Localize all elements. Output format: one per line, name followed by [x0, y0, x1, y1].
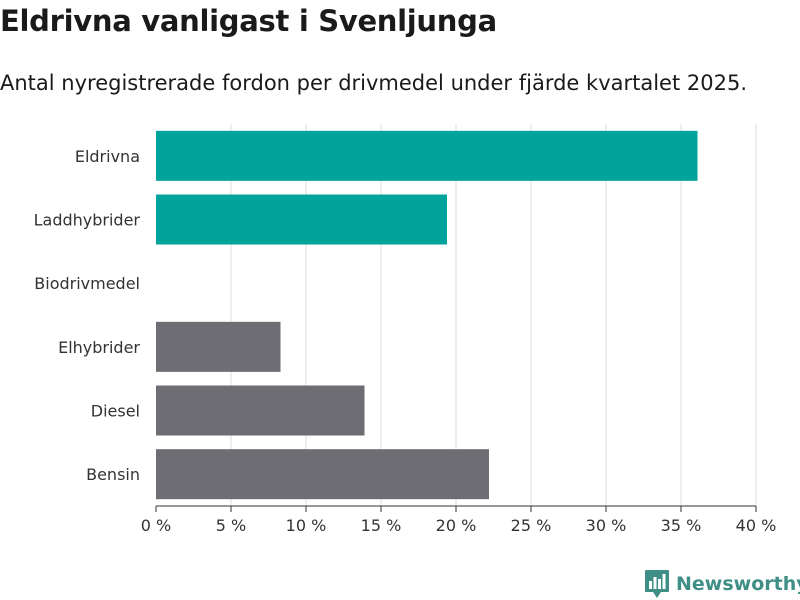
x-tick-label: 20 %	[436, 516, 477, 535]
x-tick-label: 0 %	[141, 516, 171, 535]
x-axis-ticks: 0 % 5 % 10 % 15 % 20 % 25 % 30 % 35 % 40 %	[141, 506, 777, 535]
bar-elhybrider	[156, 321, 281, 372]
x-tick-label: 30 %	[586, 516, 627, 535]
bars	[156, 130, 698, 500]
category-label: Bensin	[86, 465, 140, 484]
newsworthy-logo: Newsworthy	[644, 569, 800, 599]
x-tick-label: 5 %	[216, 516, 246, 535]
x-tick-label: 40 %	[736, 516, 777, 535]
category-label: Eldrivna	[75, 147, 140, 166]
bar-bensin	[156, 449, 489, 500]
x-tick-label: 10 %	[286, 516, 327, 535]
x-tick-label: 15 %	[361, 516, 402, 535]
bar-diesel	[156, 385, 365, 436]
bar-chart: Eldrivna Laddhybrider Biodrivmedel Elhybrid…	[34, 124, 777, 535]
bar-chart-speech-bubble-icon	[645, 570, 669, 598]
category-label: Laddhybrider	[34, 211, 141, 230]
chart-subtitle: Antal nyregistrerade fordon per drivmede…	[0, 71, 748, 95]
chart-title: Eldrivna vanligast i Svenljunga	[0, 4, 497, 38]
grid-lines	[230, 124, 757, 506]
bar-eldrivna	[156, 130, 698, 181]
x-tick-label: 35 %	[661, 516, 702, 535]
category-labels: Eldrivna Laddhybrider Biodrivmedel Elhybrid…	[34, 147, 141, 484]
x-tick-label: 25 %	[511, 516, 552, 535]
brand-name: Newsworthy	[676, 573, 800, 595]
category-label: Elhybrider	[58, 338, 140, 357]
category-label: Diesel	[91, 402, 140, 421]
bar-laddhybrider	[156, 194, 447, 245]
category-label: Biodrivmedel	[34, 274, 140, 293]
